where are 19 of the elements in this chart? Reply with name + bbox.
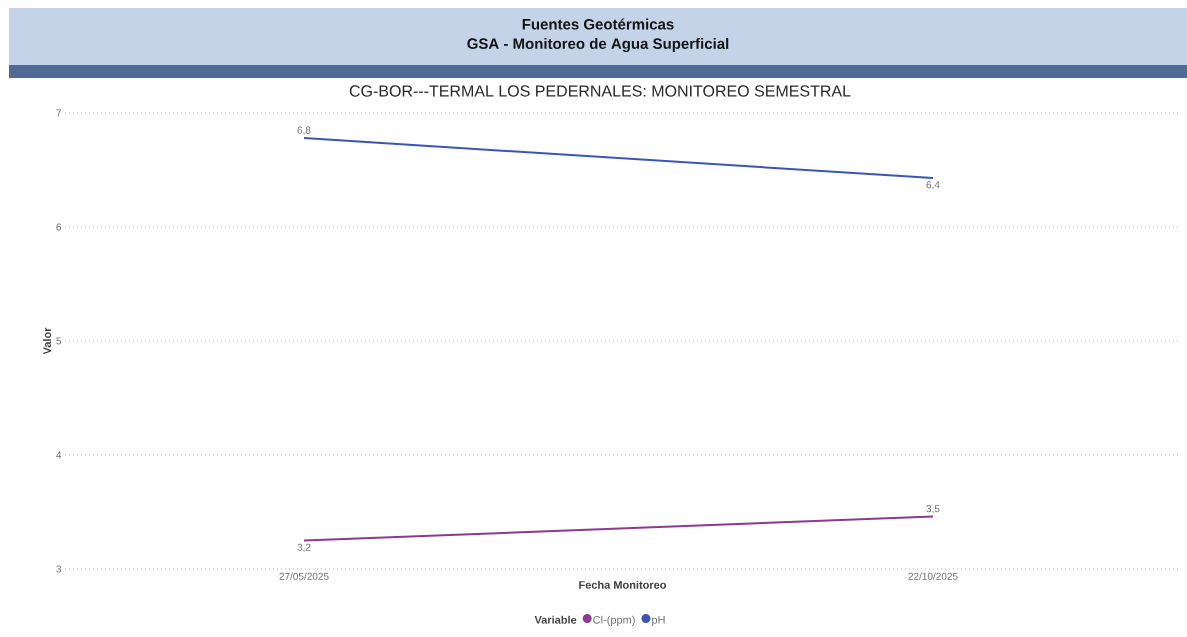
source-note: Fuentes Geotérmicas: [522, 18, 674, 30]
data-label: 3,2: [297, 543, 311, 552]
y-tick-label: 5: [56, 337, 62, 345]
data-label: 3,5: [926, 505, 940, 514]
legend-title: Variable: [534, 615, 577, 624]
x-tick-label: 27/05/2025: [279, 572, 329, 580]
y-tick-label: 6: [56, 223, 62, 231]
y-tick-label: 4: [56, 451, 62, 459]
x-axis-title: Fecha Monitoreo: [579, 580, 667, 589]
y-tick-label: 7: [56, 109, 61, 117]
x-tick-label: 22/10/2025: [908, 572, 958, 580]
y-tick-label: 3: [56, 565, 62, 573]
data-label: 6,4: [926, 181, 940, 190]
legend-label: Cl-(ppm): [593, 615, 635, 626]
y-axis-title: Valor: [42, 327, 52, 355]
legend-label: pH: [652, 616, 665, 626]
chart-title: CG-BOR---TERMAL LOS PEDERNALES: MONITOREO SEMESTRAL: [349, 85, 851, 97]
data-label: 6,8: [297, 126, 311, 135]
text: GSA - Monitoreo de Agua Superficial: [467, 37, 729, 53]
